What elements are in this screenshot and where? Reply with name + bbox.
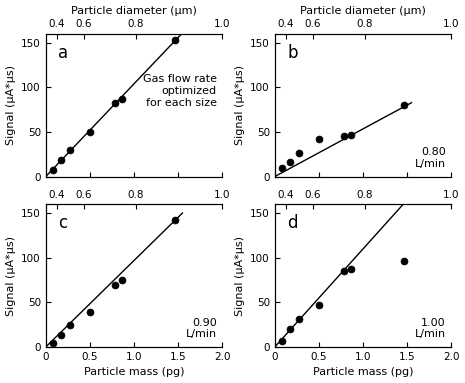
Text: 1.00
L/min: 1.00 L/min — [415, 318, 446, 339]
Text: 0.80
L/min: 0.80 L/min — [415, 147, 446, 169]
X-axis label: Particle mass (pg): Particle mass (pg) — [84, 367, 184, 377]
Y-axis label: Signal (μA*μs): Signal (μA*μs) — [6, 65, 15, 145]
Y-axis label: Signal (μA*μs): Signal (μA*μs) — [6, 236, 15, 316]
Text: b: b — [287, 44, 298, 62]
X-axis label: Particle mass (pg): Particle mass (pg) — [313, 367, 413, 377]
Y-axis label: Signal (μA*μs): Signal (μA*μs) — [234, 65, 245, 145]
Text: c: c — [58, 214, 67, 232]
Text: d: d — [287, 214, 298, 232]
Text: Gas flow rate
optimized
for each size: Gas flow rate optimized for each size — [143, 74, 217, 108]
Y-axis label: Signal (μA*μs): Signal (μA*μs) — [234, 236, 245, 316]
Text: a: a — [58, 44, 68, 62]
X-axis label: Particle diameter (μm): Particle diameter (μm) — [300, 6, 426, 16]
X-axis label: Particle diameter (μm): Particle diameter (μm) — [71, 6, 197, 16]
Text: 0.90
L/min: 0.90 L/min — [186, 318, 217, 339]
